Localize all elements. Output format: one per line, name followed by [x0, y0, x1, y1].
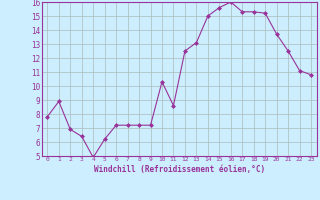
X-axis label: Windchill (Refroidissement éolien,°C): Windchill (Refroidissement éolien,°C) [94, 165, 265, 174]
